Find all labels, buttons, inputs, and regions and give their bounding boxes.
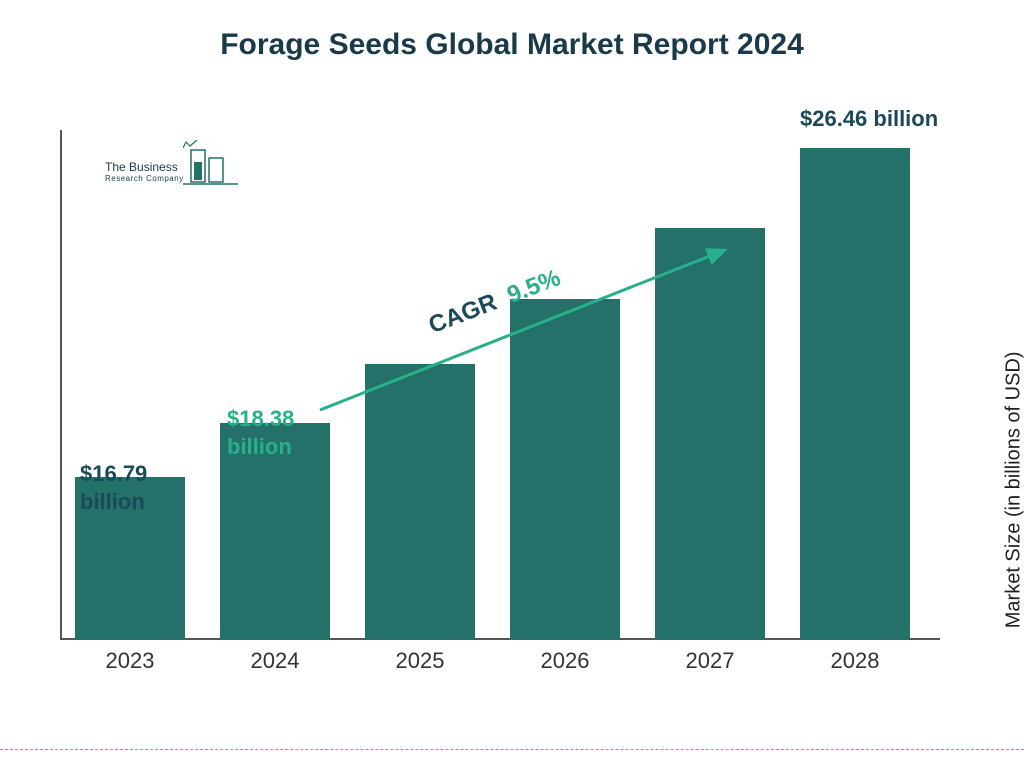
page-title: Forage Seeds Global Market Report 2024 (0, 0, 1024, 62)
xlabel-2023: 2023 (75, 648, 185, 674)
xlabel-2025: 2025 (365, 648, 475, 674)
value-label-0: $16.79billion (80, 460, 147, 515)
xlabel-2028: 2028 (800, 648, 910, 674)
bar-2028 (800, 148, 910, 640)
plot-region (60, 130, 940, 640)
footer-divider (0, 749, 1024, 750)
bar-2026 (510, 299, 620, 640)
bar-2025 (365, 364, 475, 640)
y-axis-label: Market Size (in billions of USD) (1003, 352, 1024, 629)
xlabel-2026: 2026 (510, 648, 620, 674)
xlabel-2027: 2027 (655, 648, 765, 674)
xlabel-2024: 2024 (220, 648, 330, 674)
bar-2027 (655, 228, 765, 640)
y-axis-line (60, 130, 62, 640)
value-label-1: $18.38billion (227, 405, 294, 460)
bar-chart: CAGR 9.5% $26.46 billion 202320242025202… (60, 120, 940, 680)
value-label-2028: $26.46 billion (800, 105, 938, 133)
